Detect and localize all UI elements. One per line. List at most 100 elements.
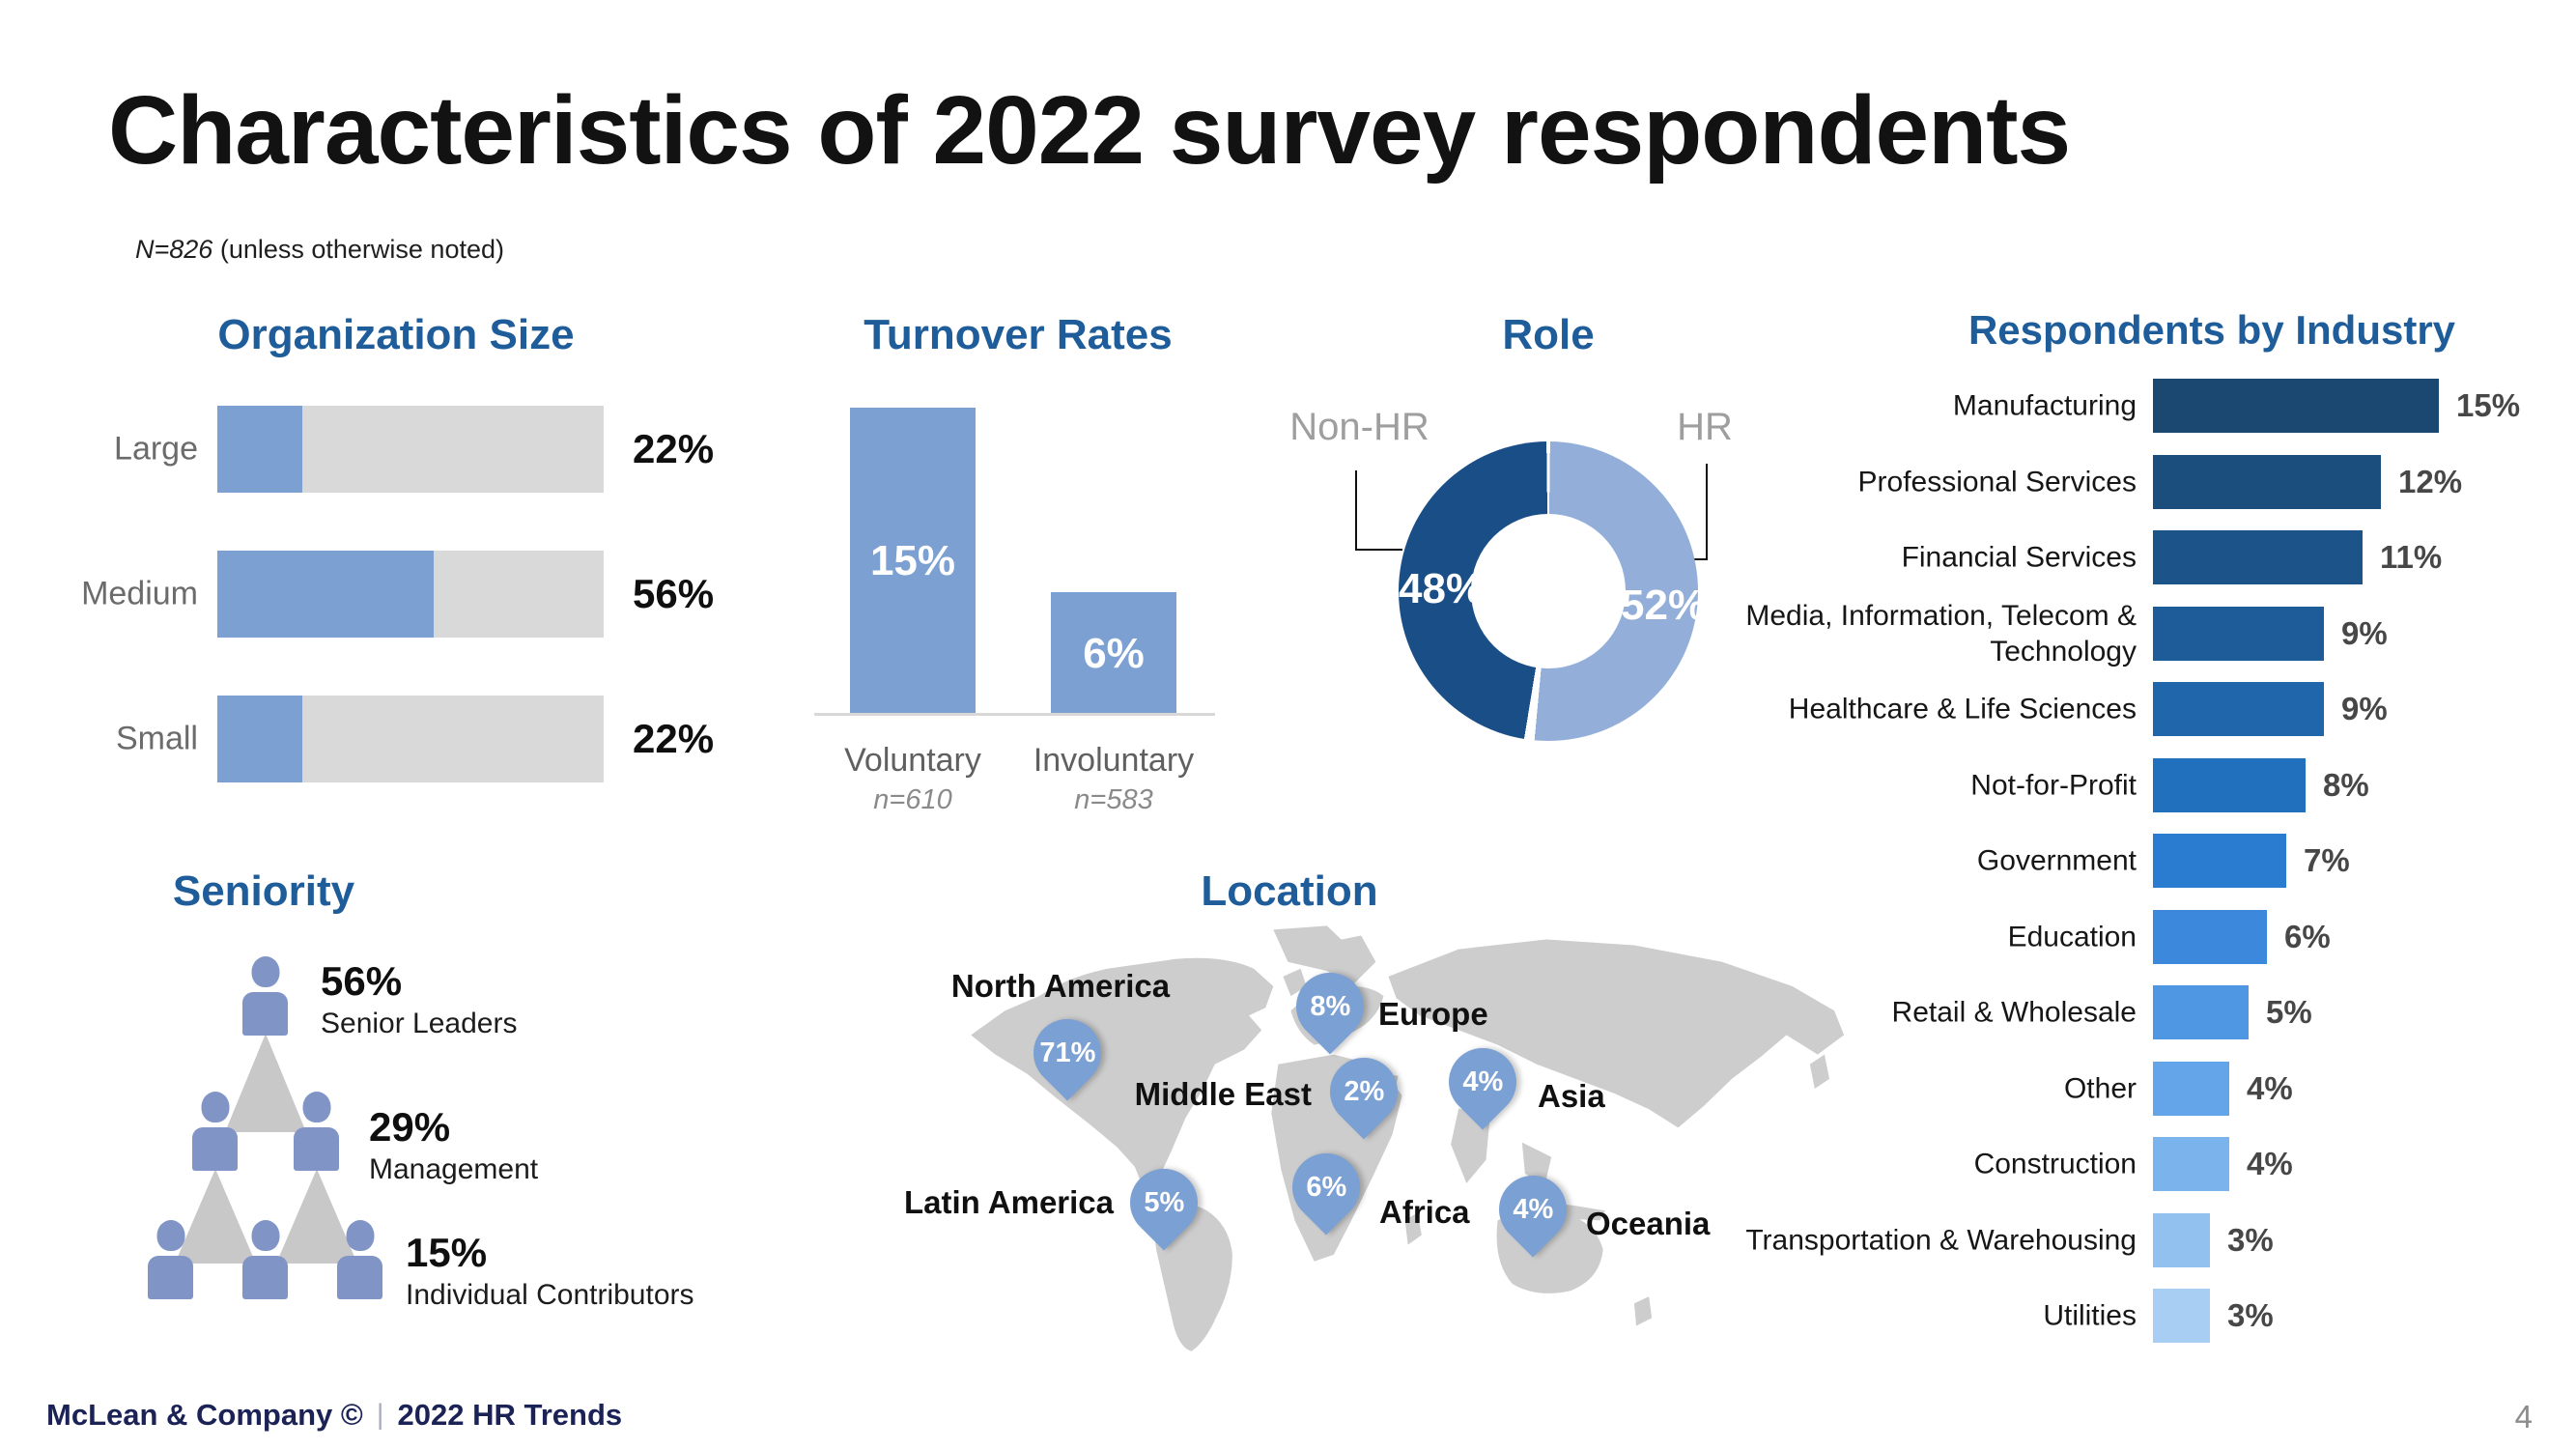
industry-bar [2153, 834, 2286, 888]
role-label-hr: HR [1677, 406, 1733, 448]
industry-label: Media, Information, Telecom & Technology [1745, 599, 2137, 668]
location-title: Location [1201, 867, 1378, 915]
industry-title: Respondents by Industry [1967, 307, 2456, 353]
footer-divider: | [376, 1399, 384, 1431]
industry-value: 7% [2304, 842, 2350, 878]
industry-row: Not-for-Profit 8% [0, 747, 2576, 824]
region-label-north-america: North America [950, 968, 1171, 1004]
org-size-row: Large 22% [0, 406, 869, 493]
leader-line-non-hr [1355, 470, 1402, 551]
industry-row: Transportation & Warehousing 3% [0, 1202, 2576, 1279]
map-pin-africa: 6% [1278, 1139, 1374, 1236]
footer: McLean & Company © | 2022 HR Trends [46, 1398, 622, 1433]
sample-size-suffix: (unless otherwise noted) [212, 235, 504, 264]
industry-value: 3% [2227, 1221, 2274, 1258]
org-bar-fill [217, 551, 434, 638]
org-row-value: 56% [633, 571, 715, 616]
industry-bar [2153, 606, 2324, 661]
seniority-value: 29% [369, 1104, 451, 1150]
turnover-axis-line [814, 713, 1215, 716]
region-label-europe: Europe [1378, 996, 1488, 1032]
map-pin-north-america: 71% [1019, 1005, 1116, 1101]
industry-row: Financial Services 11% [0, 519, 2576, 596]
region-label-africa: Africa [1379, 1194, 1470, 1230]
industry-row: Retail & Wholesale 5% [0, 974, 2576, 1051]
map-pin-europe: 8% [1282, 958, 1378, 1055]
turnover-n: n=610 [873, 784, 952, 815]
donut-hole [1471, 514, 1626, 668]
industry-bar [2153, 454, 2381, 509]
industry-value: 11% [2380, 539, 2443, 575]
industry-row: Government 7% [0, 822, 2576, 899]
org-bar-track [217, 551, 604, 638]
industry-label: Healthcare & Life Sciences [1788, 693, 2137, 725]
turnover-bar-involuntary: 6% [1051, 592, 1176, 715]
map-pin-asia: 4% [1434, 1034, 1531, 1130]
turnover-category: Voluntary [844, 742, 981, 779]
footer-product: 2022 HR Trends [397, 1398, 623, 1432]
industry-label: Construction [1973, 1148, 2137, 1180]
person-icon [242, 1220, 288, 1299]
org-row-label: Small [115, 720, 198, 757]
turnover-n: n=583 [1074, 784, 1153, 815]
industry-value: 4% [2247, 1069, 2293, 1106]
org-bar-fill [217, 406, 302, 493]
industry-value: 3% [2227, 1297, 2274, 1333]
industry-value: 5% [2266, 994, 2312, 1030]
industry-row: Utilities 3% [0, 1277, 2576, 1354]
industry-bar [2153, 909, 2267, 964]
person-icon [192, 1092, 238, 1171]
org-row-label: Medium [81, 575, 198, 612]
industry-bar [2153, 1289, 2210, 1343]
turnover-title: Turnover Rates [863, 311, 1173, 358]
person-icon [242, 956, 288, 1036]
map-pin-middle-east: 2% [1316, 1043, 1412, 1140]
role-title: Role [1502, 311, 1595, 358]
seniority-title: Seniority [172, 867, 355, 915]
region-label-middle-east: Middle East [1134, 1076, 1312, 1112]
org-size-title: Organization Size [217, 311, 575, 358]
role-value-hr: 52% [1621, 582, 1707, 629]
pin-value: 4% [1462, 1065, 1503, 1097]
role-value-non-hr: 48% [1399, 565, 1485, 612]
seniority-label: Management [369, 1153, 539, 1185]
industry-row: Media, Information, Telecom & Technology… [0, 595, 2576, 672]
pin-value: 8% [1310, 990, 1350, 1022]
industry-value: 8% [2323, 766, 2369, 803]
industry-value: 12% [2398, 463, 2463, 499]
person-icon [337, 1220, 382, 1299]
pin-value: 71% [1038, 1037, 1096, 1068]
industry-bar [2153, 1212, 2210, 1267]
turnover-bar-voluntary: 15% [850, 408, 976, 715]
seniority-value: 15% [406, 1230, 488, 1275]
seniority-label: Individual Contributors [406, 1279, 694, 1311]
page-number: 4 [2514, 1399, 2533, 1435]
org-row-value: 22% [633, 716, 715, 761]
page-title: Characteristics of 2022 survey responden… [108, 76, 2071, 185]
industry-row: Other 4% [0, 1050, 2576, 1127]
industry-value: 15% [2456, 387, 2521, 423]
industry-bar [2153, 1061, 2229, 1116]
turnover-bar-value: 6% [1083, 629, 1145, 677]
footer-brand: McLean & Company © [46, 1398, 363, 1432]
industry-label: Government [1976, 844, 2137, 877]
role-donut-chart [1399, 441, 1698, 741]
org-size-row: Small 22% [0, 696, 869, 782]
industry-bar [2153, 1137, 2229, 1191]
industry-label: Retail & Wholesale [1891, 996, 2137, 1029]
industry-label: Financial Services [1901, 541, 2137, 574]
org-bar-fill [217, 696, 302, 782]
industry-label: Utilities [2043, 1299, 2137, 1332]
seniority-value: 56% [321, 958, 403, 1004]
org-size-row: Medium 56% [0, 551, 869, 638]
map-pin-latin-america: 5% [1116, 1154, 1212, 1251]
region-label-asia: Asia [1538, 1078, 1605, 1114]
person-icon [148, 1220, 193, 1299]
industry-row: Healthcare & Life Sciences 9% [0, 670, 2576, 748]
industry-value: 9% [2341, 614, 2388, 651]
pin-value: 2% [1344, 1075, 1384, 1107]
pin-value: 5% [1144, 1186, 1184, 1218]
industry-value: 9% [2341, 691, 2388, 726]
region-label-latin-america: Latin America [904, 1184, 1115, 1220]
